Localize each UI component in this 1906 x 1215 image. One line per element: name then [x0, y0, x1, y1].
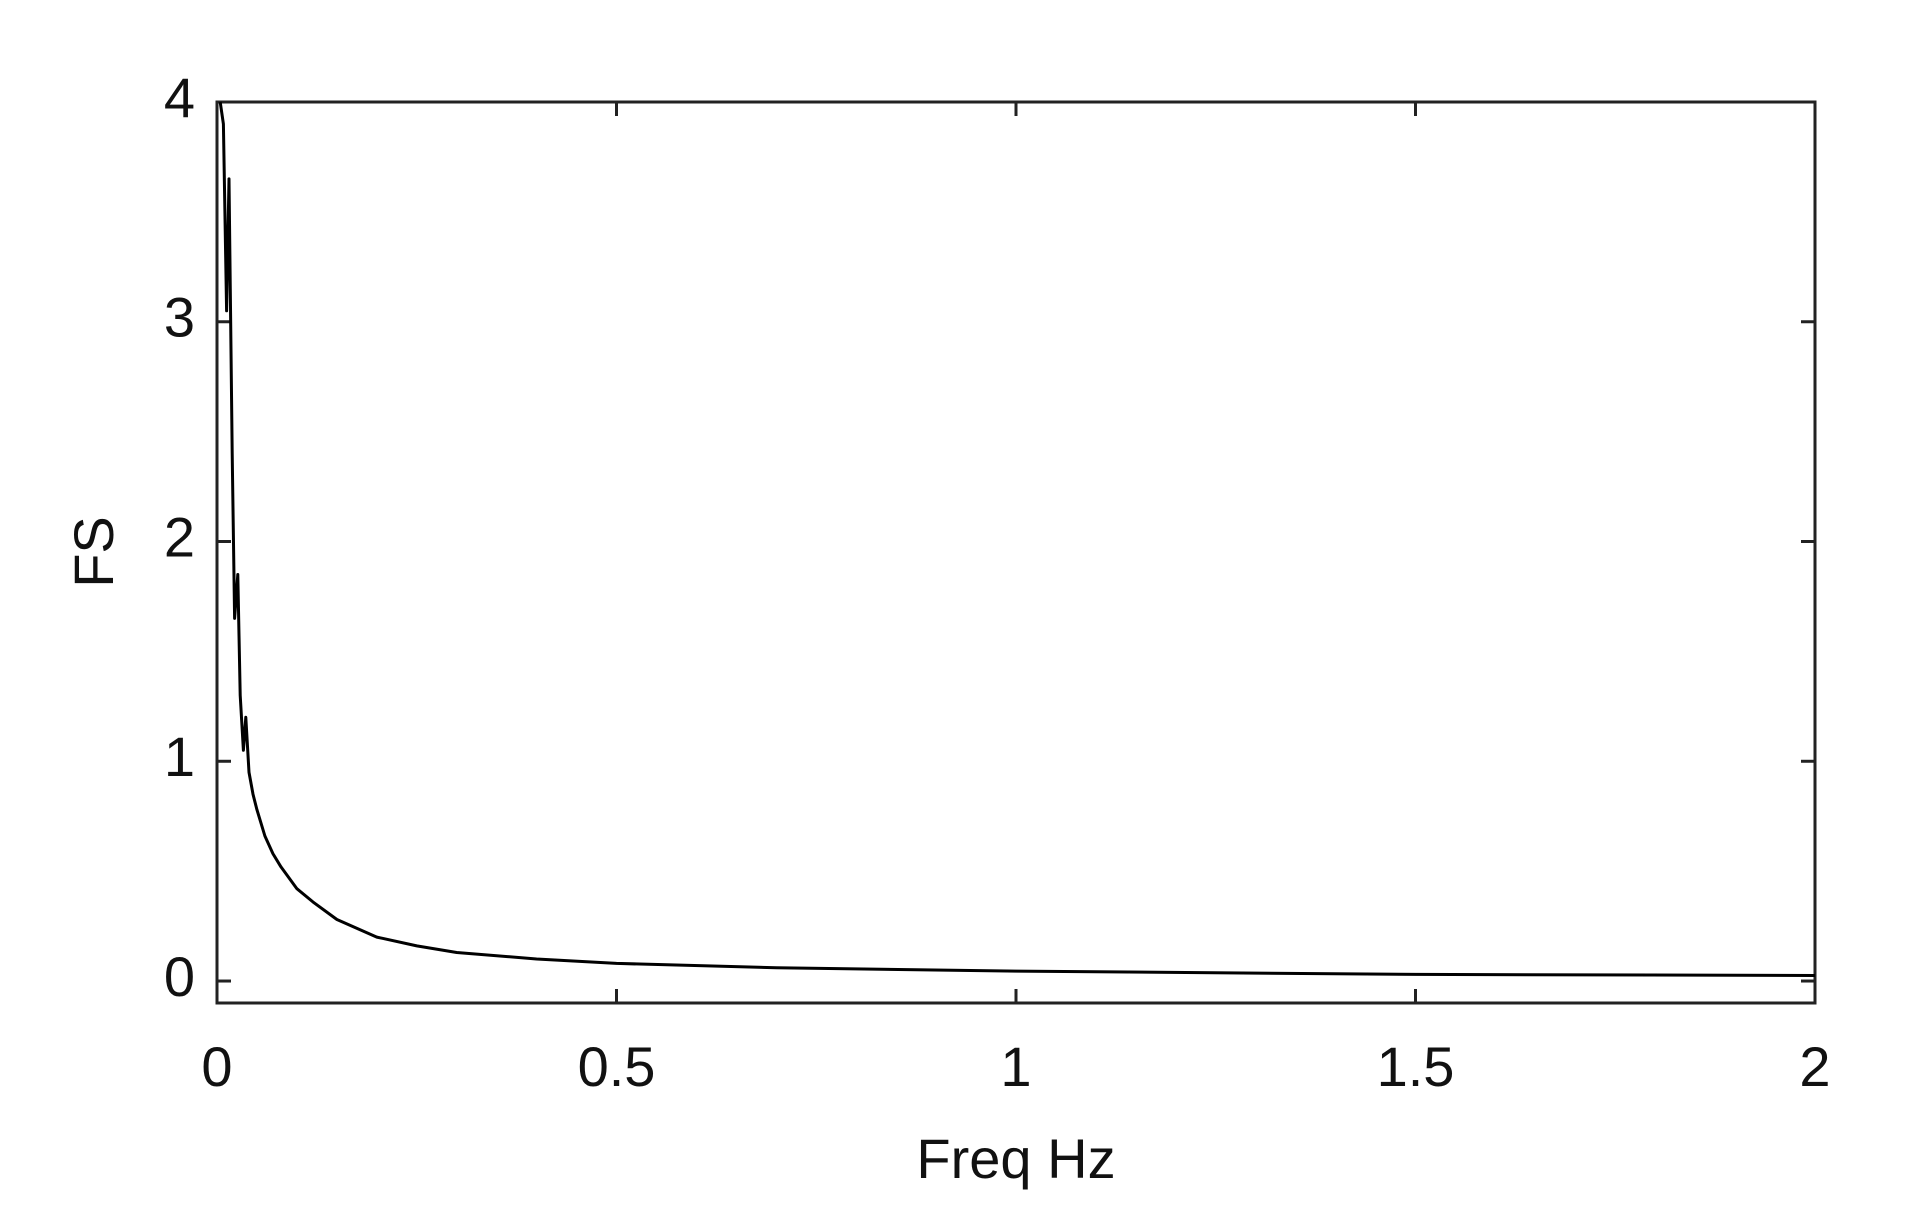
y-tick-label: 4	[164, 66, 195, 129]
x-tick-label: 1	[1000, 1035, 1031, 1098]
data-line	[218, 101, 1816, 977]
plot-frame	[215, 100, 1817, 1005]
y-tick-label: 0	[164, 945, 195, 1008]
y-axis-title: FS	[62, 516, 125, 588]
y-tick-label: 2	[164, 505, 195, 568]
x-tick-label: 0	[201, 1035, 232, 1098]
x-tick-label: 2	[1799, 1035, 1830, 1098]
x-tick-label: 0.5	[578, 1035, 656, 1098]
y-tick-label: 1	[164, 725, 195, 788]
x-axis-title: Freq Hz	[916, 1127, 1115, 1190]
x-tick-label: 1.5	[1377, 1035, 1455, 1098]
y-tick-label: 3	[164, 286, 195, 349]
